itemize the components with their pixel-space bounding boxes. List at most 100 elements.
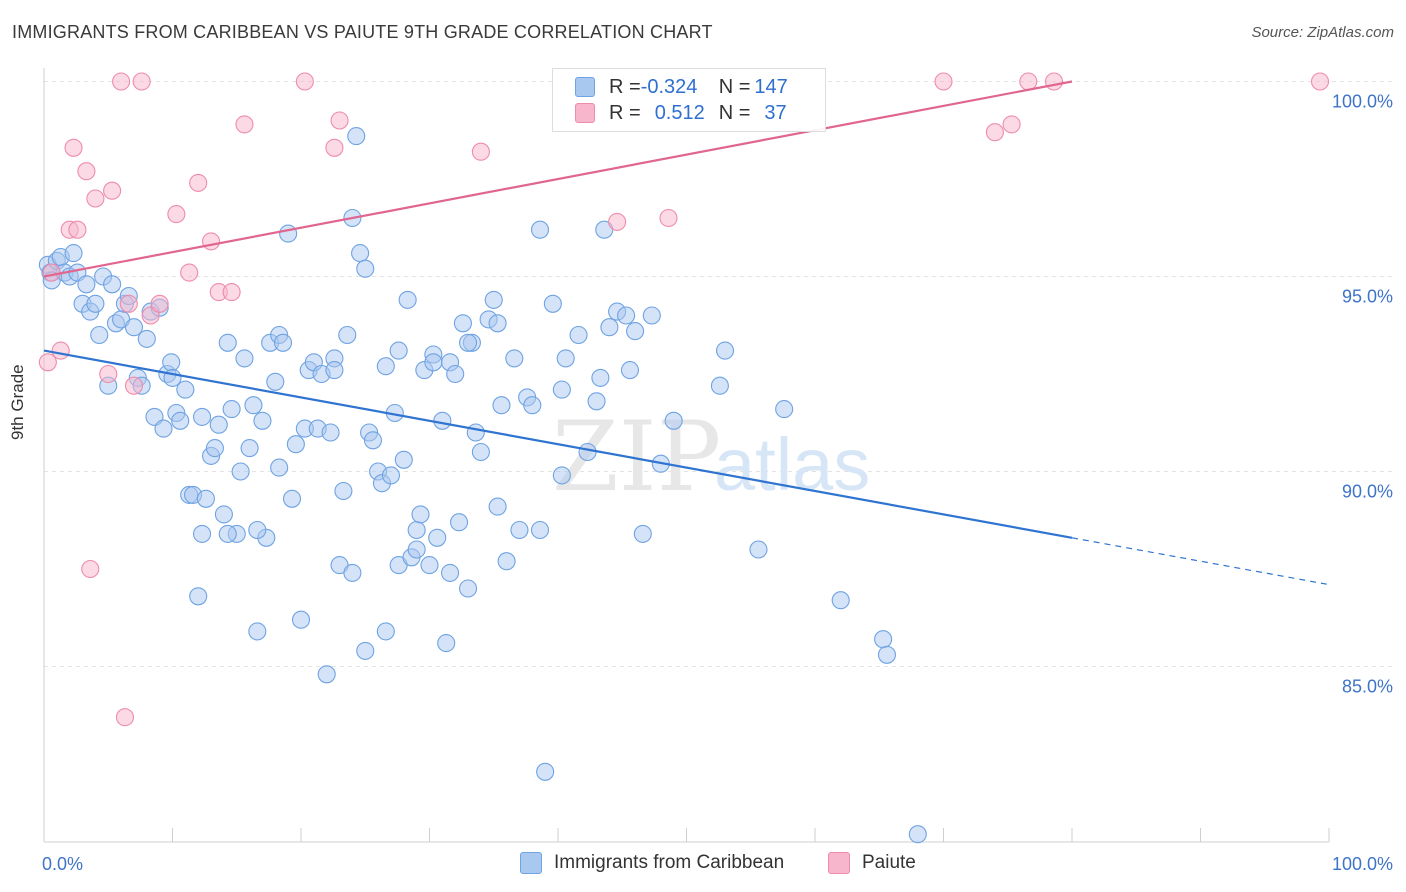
stats-legend: R = -0.324 N = 147 R = 0.512 N = 37 bbox=[552, 68, 826, 132]
paiute-point bbox=[99, 364, 118, 384]
caribbean-point bbox=[235, 349, 254, 368]
caribbean-point bbox=[347, 127, 366, 146]
caribbean-point bbox=[633, 524, 652, 543]
paiute-point bbox=[180, 263, 199, 282]
paiute-point bbox=[608, 212, 627, 231]
paiute-point bbox=[119, 294, 138, 313]
n-value: 37 bbox=[764, 101, 787, 124]
caribbean-point bbox=[471, 442, 490, 462]
grid bbox=[44, 81, 1395, 667]
caribbean-point bbox=[77, 275, 96, 294]
y-tick-label: 100.0% bbox=[1332, 92, 1393, 112]
caribbean-point bbox=[407, 540, 426, 559]
caribbean-point bbox=[389, 341, 408, 360]
stats-legend-row-caribbean: R = -0.324 N = 147 bbox=[575, 74, 788, 100]
caribbean-point bbox=[248, 520, 267, 540]
caribbean-point bbox=[749, 540, 768, 559]
caribbean-point bbox=[488, 497, 507, 516]
caribbean-point bbox=[617, 306, 636, 325]
paiute-trend-line bbox=[43, 80, 1073, 278]
paiute-point bbox=[330, 111, 349, 130]
caribbean-point bbox=[600, 318, 619, 337]
caribbean-point bbox=[162, 353, 181, 372]
watermark-zip: ZIP bbox=[552, 401, 721, 513]
caribbean-point bbox=[424, 353, 443, 372]
caribbean-point bbox=[530, 520, 550, 540]
paiute-point bbox=[77, 162, 96, 181]
caribbean-point bbox=[266, 372, 285, 391]
paiute-point bbox=[471, 142, 490, 161]
caribbean-point bbox=[394, 450, 413, 469]
caribbean-point bbox=[536, 762, 555, 781]
caribbean-point bbox=[124, 318, 143, 337]
caribbean-point bbox=[218, 524, 237, 543]
trend-lines bbox=[43, 80, 1330, 586]
caribbean-point bbox=[453, 314, 472, 333]
caribbean-point bbox=[218, 333, 237, 352]
x-tick-label-min: 0.0% bbox=[42, 854, 83, 874]
caribbean-point bbox=[193, 524, 212, 543]
caribbean-point bbox=[356, 259, 375, 278]
caribbean-point bbox=[530, 220, 550, 239]
caribbean-point bbox=[510, 520, 529, 540]
y-tick-label: 85.0% bbox=[1342, 677, 1393, 697]
caribbean-point bbox=[321, 423, 340, 442]
caribbean-point bbox=[488, 314, 507, 333]
paiute-point bbox=[51, 341, 70, 360]
paiute-point bbox=[115, 708, 135, 727]
legend-item-paiute: Paiute bbox=[828, 852, 916, 874]
paiute-point bbox=[325, 138, 344, 157]
caribbean-point bbox=[420, 556, 439, 575]
caribbean-point bbox=[338, 325, 357, 345]
caribbean-point bbox=[505, 349, 524, 368]
caribbean-legend-label: Immigrants from Caribbean bbox=[554, 852, 785, 873]
n-label: N = bbox=[718, 101, 751, 124]
caribbean-point bbox=[908, 825, 927, 844]
caribbean-point bbox=[286, 435, 305, 454]
n-label: N = bbox=[718, 75, 751, 98]
x-tick-labels: 0.0% 100.0% bbox=[42, 854, 1393, 874]
caribbean-point bbox=[497, 552, 516, 571]
caribbean-point bbox=[381, 466, 401, 485]
caribbean-point bbox=[137, 329, 156, 348]
caribbean-point bbox=[231, 462, 250, 481]
caribbean-point bbox=[411, 505, 430, 524]
paiute-point bbox=[1310, 72, 1330, 91]
caribbean-point bbox=[376, 357, 395, 376]
caribbean-point bbox=[428, 528, 447, 547]
caribbean-point bbox=[775, 400, 794, 419]
y-tick-labels: 85.0% 90.0% 95.0% 100.0% bbox=[1332, 92, 1393, 697]
paiute-legend-label: Paiute bbox=[862, 852, 916, 873]
paiute-point bbox=[222, 283, 241, 302]
caribbean-point bbox=[466, 423, 485, 442]
paiute-point bbox=[38, 353, 57, 372]
data-points bbox=[38, 72, 1330, 844]
caribbean-point bbox=[248, 622, 267, 641]
caribbean-point bbox=[363, 431, 383, 450]
caribbean-point bbox=[552, 466, 571, 485]
caribbean-point bbox=[209, 415, 228, 434]
caribbean-point bbox=[317, 665, 336, 684]
caribbean-point bbox=[591, 368, 610, 387]
caribbean-point bbox=[214, 505, 233, 524]
paiute-point bbox=[81, 559, 100, 579]
paiute-point bbox=[68, 220, 87, 239]
caribbean-swatch bbox=[575, 77, 595, 97]
caribbean-point bbox=[189, 587, 208, 606]
caribbean-point bbox=[458, 579, 478, 598]
paiute-point bbox=[659, 208, 678, 228]
caribbean-point bbox=[64, 244, 83, 263]
caribbean-point bbox=[710, 376, 729, 395]
caribbean-point bbox=[222, 400, 241, 419]
caribbean-point bbox=[587, 392, 606, 411]
paiute-point bbox=[202, 232, 221, 251]
caribbean-point bbox=[291, 610, 311, 629]
y-tick-label: 90.0% bbox=[1342, 482, 1393, 502]
caribbean-point bbox=[552, 380, 571, 399]
caribbean-point bbox=[642, 306, 661, 325]
source-label: Source: ZipAtlas.com bbox=[1251, 24, 1394, 41]
caribbean-point bbox=[86, 294, 105, 313]
caribbean-point bbox=[282, 489, 302, 508]
caribbean-point bbox=[270, 458, 289, 477]
paiute-swatch bbox=[575, 103, 595, 123]
